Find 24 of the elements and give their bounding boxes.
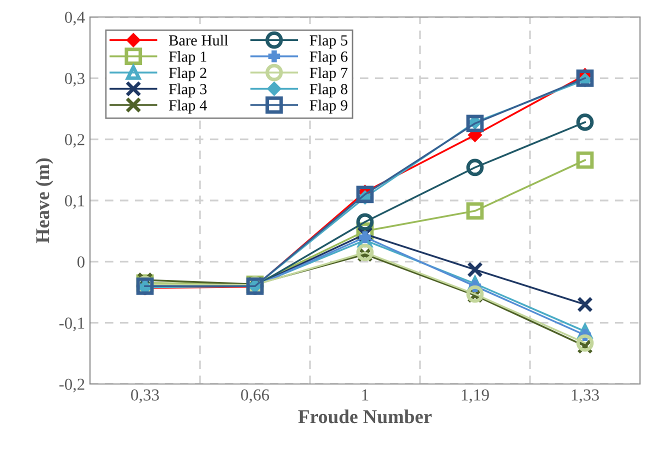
y-tick-label: -0,1 xyxy=(59,318,84,332)
x-axis-title: Froude Number xyxy=(298,410,432,424)
legend-label: Flap 6 xyxy=(310,51,348,65)
x-tick-label: 0,33 xyxy=(131,389,159,403)
y-axis-title: Heave (m) xyxy=(36,158,54,244)
y-tick-label: 0,2 xyxy=(64,134,84,148)
y-tick-label: 0,4 xyxy=(64,12,85,26)
legend-label: Flap 4 xyxy=(168,100,207,114)
legend-label: Flap 1 xyxy=(168,51,206,65)
legend-label: Flap 9 xyxy=(310,100,348,114)
x-tick-label: 1,19 xyxy=(462,389,489,403)
legend-label: Flap 2 xyxy=(168,67,206,82)
y-tick-label: 0,1 xyxy=(64,195,84,209)
y-tick-label: 0,3 xyxy=(64,72,84,87)
legend-label: Flap 7 xyxy=(310,67,348,82)
y-tick-label: -0,2 xyxy=(59,378,84,392)
legend-label: Bare Hull xyxy=(168,34,228,46)
x-tick-label: 1,33 xyxy=(572,389,599,403)
legend-label: Flap 5 xyxy=(310,34,348,49)
x-tick-label: 1 xyxy=(362,389,368,400)
legend-label: Flap 8 xyxy=(310,84,348,98)
legend-label: Flap 3 xyxy=(168,84,207,98)
x-tick-label: 0,66 xyxy=(241,389,270,403)
y-tick-label: 0 xyxy=(77,256,85,268)
